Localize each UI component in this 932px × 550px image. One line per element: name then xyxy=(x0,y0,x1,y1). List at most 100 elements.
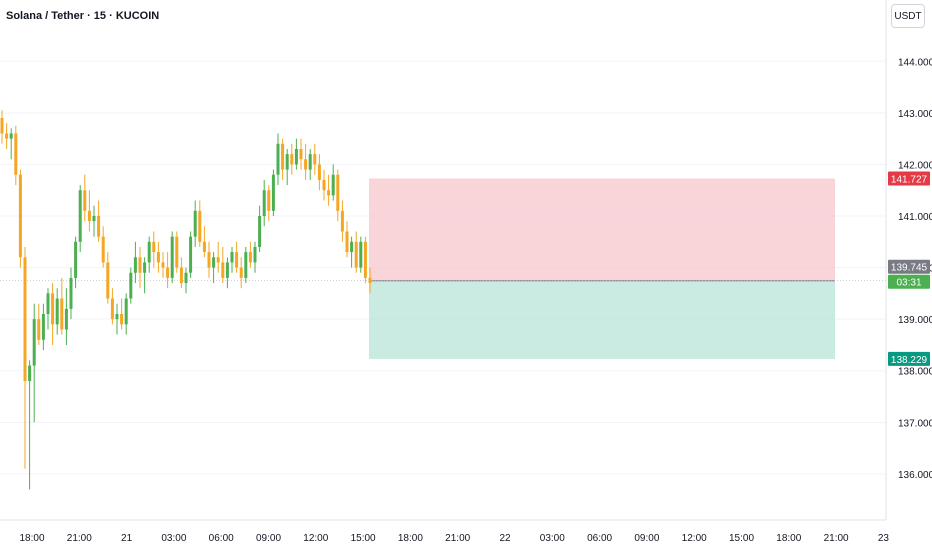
candle-body xyxy=(147,241,151,263)
candle-body xyxy=(51,293,55,325)
candle-body xyxy=(290,154,294,165)
x-tick-label: 21:00 xyxy=(824,533,849,544)
currency-button[interactable]: USDT xyxy=(891,4,925,28)
candle xyxy=(161,252,165,278)
x-tick-label: 18:00 xyxy=(776,533,801,544)
candle xyxy=(359,236,363,273)
price-tags: 141.727 139.745 03:31 138.229 xyxy=(888,171,930,366)
y-tick-label: 138.000 xyxy=(898,367,932,378)
candle xyxy=(83,174,87,222)
candle-body xyxy=(308,154,312,170)
candle-body xyxy=(83,190,87,211)
candle-body xyxy=(285,154,289,170)
candle xyxy=(97,200,101,242)
candle xyxy=(327,174,331,206)
candle-body xyxy=(230,252,234,263)
x-tick-label: 12:00 xyxy=(682,533,707,544)
candle-body xyxy=(331,174,335,196)
x-tick-label: 06:00 xyxy=(209,533,234,544)
y-tick-label: 142.000 xyxy=(898,160,932,171)
candle xyxy=(221,246,225,284)
candle-body xyxy=(299,148,303,160)
candle xyxy=(175,231,179,273)
x-tick-label: 06:00 xyxy=(587,533,612,544)
candle-body xyxy=(166,267,170,278)
y-tick-label: 143.000 xyxy=(898,109,932,120)
candle-body xyxy=(14,133,18,175)
candle-body xyxy=(74,241,78,278)
x-tick-label: 18:00 xyxy=(398,533,423,544)
candle-body xyxy=(138,257,142,273)
candle xyxy=(74,236,78,289)
candle xyxy=(267,185,271,222)
target-price-tag-bg xyxy=(888,351,930,366)
candlestick-series xyxy=(0,110,372,490)
candle xyxy=(18,169,22,268)
candle-body xyxy=(235,252,239,268)
candle xyxy=(271,169,275,216)
candle-body xyxy=(101,236,105,263)
candle xyxy=(115,303,119,335)
candle xyxy=(51,283,55,345)
candle-body xyxy=(258,216,262,247)
candle xyxy=(239,257,243,289)
time-axis[interactable]: 18:00 21:00 21 03:00 06:00 09:00 12:00 15:00 18:… xyxy=(19,533,889,544)
candle xyxy=(354,231,358,273)
candle-body xyxy=(216,257,220,263)
candle xyxy=(331,164,335,201)
x-tick-label: 23 xyxy=(878,533,890,544)
candle-body xyxy=(5,133,9,139)
candle-body xyxy=(55,298,59,325)
candle xyxy=(41,303,45,351)
y-tick-label: 137.000 xyxy=(898,418,932,429)
x-tick-label: 21:00 xyxy=(445,533,470,544)
candle-body xyxy=(120,314,124,325)
stop-price-tag: 141.727 xyxy=(888,171,930,186)
candle xyxy=(313,143,317,175)
candle-body xyxy=(322,179,326,191)
candle-body xyxy=(345,231,349,253)
candle xyxy=(69,267,73,320)
candle xyxy=(78,185,82,253)
candle xyxy=(276,133,280,186)
candle-body xyxy=(221,262,225,278)
candle xyxy=(336,169,340,222)
candle xyxy=(120,298,124,330)
candle xyxy=(350,236,354,268)
current-price-tag-text: 139.745 xyxy=(891,263,928,274)
take-profit-zone xyxy=(369,280,835,359)
candle xyxy=(189,231,193,278)
candle xyxy=(87,190,91,232)
countdown-tag-bg xyxy=(888,274,930,289)
candle-body xyxy=(363,241,367,278)
candle-body xyxy=(143,262,147,273)
x-tick-label: 03:00 xyxy=(161,533,186,544)
x-tick-label: 22 xyxy=(499,533,511,544)
candle xyxy=(345,221,349,258)
candle xyxy=(170,231,174,284)
candle-body xyxy=(202,241,206,253)
candle-body xyxy=(244,252,248,278)
x-tick-label: 03:00 xyxy=(540,533,565,544)
candle xyxy=(285,148,289,186)
candle-body xyxy=(276,143,280,175)
current-price-tag-bg xyxy=(888,259,930,274)
candle xyxy=(106,252,110,304)
candle xyxy=(294,138,298,170)
candle xyxy=(138,246,142,289)
x-tick-label: 12:00 xyxy=(303,533,328,544)
candle-body xyxy=(281,143,285,170)
position-zones[interactable] xyxy=(0,178,886,359)
candle xyxy=(133,241,137,284)
candle xyxy=(299,138,303,170)
candle-body xyxy=(69,277,73,309)
candle xyxy=(156,241,160,273)
current-price-tag: 139.745 xyxy=(888,259,930,274)
candle xyxy=(281,138,285,180)
candle xyxy=(248,241,252,268)
candle-body xyxy=(248,252,252,263)
candle-body xyxy=(9,133,13,139)
candle-body xyxy=(97,216,101,237)
candle-body xyxy=(60,298,64,330)
